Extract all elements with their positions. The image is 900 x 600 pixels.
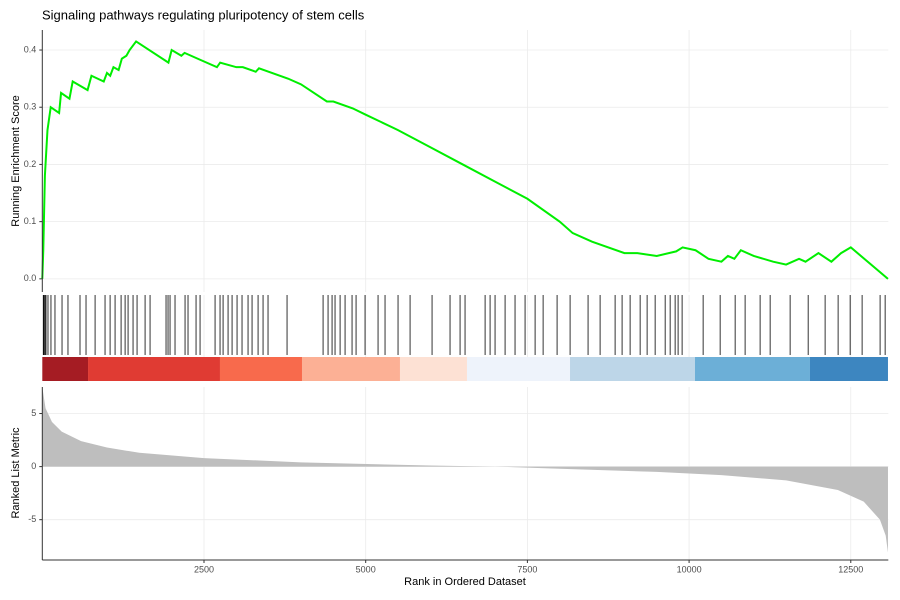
- rank-band: [88, 357, 220, 381]
- y-tick-label: 0.2: [24, 159, 37, 169]
- rank-band: [694, 357, 810, 381]
- running-score-line: [41, 40, 889, 280]
- rank-band: [466, 357, 571, 381]
- y-tick-label: 5: [31, 408, 36, 418]
- y-tick-label: -5: [28, 514, 36, 524]
- y-tick-label: 0.1: [24, 216, 37, 226]
- x-tick-label: 5000: [356, 564, 376, 574]
- rank-band: [570, 357, 695, 381]
- y-axis-title: Ranked List Metric: [10, 427, 22, 519]
- x-tick-label: 12500: [838, 564, 863, 574]
- x-tick-label: 7500: [517, 564, 537, 574]
- y-tick-label: 0.3: [24, 102, 37, 112]
- y-tick-label: 0: [31, 461, 36, 471]
- ranked-metric-area: [42, 387, 888, 553]
- y-tick-label: 0.0: [24, 273, 37, 283]
- y-tick-label: 0.4: [24, 44, 37, 54]
- rank-band: [399, 357, 467, 381]
- x-tick-label: 2500: [194, 564, 214, 574]
- y-axis-title: Running Enrichment Score: [10, 95, 22, 226]
- rank-band: [42, 357, 89, 381]
- x-tick-label: 10000: [677, 564, 702, 574]
- rank-band: [809, 357, 888, 381]
- chart-title: Signaling pathways regulating pluripoten…: [42, 7, 365, 22]
- rank-band: [301, 357, 400, 381]
- x-axis-title: Rank in Ordered Dataset: [404, 576, 526, 588]
- rank-band: [219, 357, 302, 381]
